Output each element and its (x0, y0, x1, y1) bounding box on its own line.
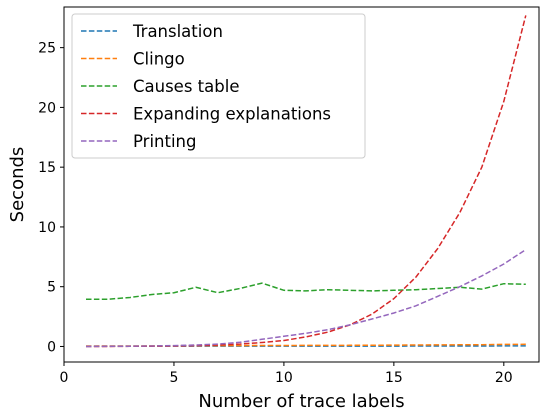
legend-box (71, 13, 366, 159)
x-tick-label: 0 (60, 370, 69, 386)
y-tick-label: 20 (38, 100, 56, 116)
x-axis-label: Number of trace labels (198, 391, 404, 412)
y-axis-ticks: 0 5 10 15 20 25 (38, 41, 64, 355)
legend-label-causes-table: Causes table (133, 77, 239, 96)
legend-label-printing: Printing (133, 132, 196, 151)
y-tick-label: 25 (38, 41, 56, 57)
legend-label-expanding-explanations: Expanding explanations (133, 105, 331, 124)
legend-label-translation: Translation (132, 22, 223, 41)
series-line-printing (85, 248, 527, 348)
x-tick-label: 10 (275, 370, 293, 386)
y-tick-label: 0 (47, 339, 56, 355)
legend-label-clingo: Clingo (133, 50, 185, 69)
y-tick-label: 15 (38, 160, 56, 176)
x-axis-ticks: 0 5 10 15 20 (60, 362, 513, 386)
y-axis-label: Seconds (7, 147, 28, 223)
y-tick-label: 5 (47, 280, 56, 296)
y-tick-label: 10 (38, 220, 56, 236)
series-line-causes-table (86, 282, 526, 300)
plot-frame (63, 6, 540, 363)
x-tick-label: 20 (495, 370, 513, 386)
x-tick-label: 15 (385, 370, 403, 386)
legend: Translation Clingo Causes table Expanding e… (71, 13, 366, 159)
plot-lines (85, 15, 527, 348)
x-tick-label: 5 (169, 370, 178, 386)
